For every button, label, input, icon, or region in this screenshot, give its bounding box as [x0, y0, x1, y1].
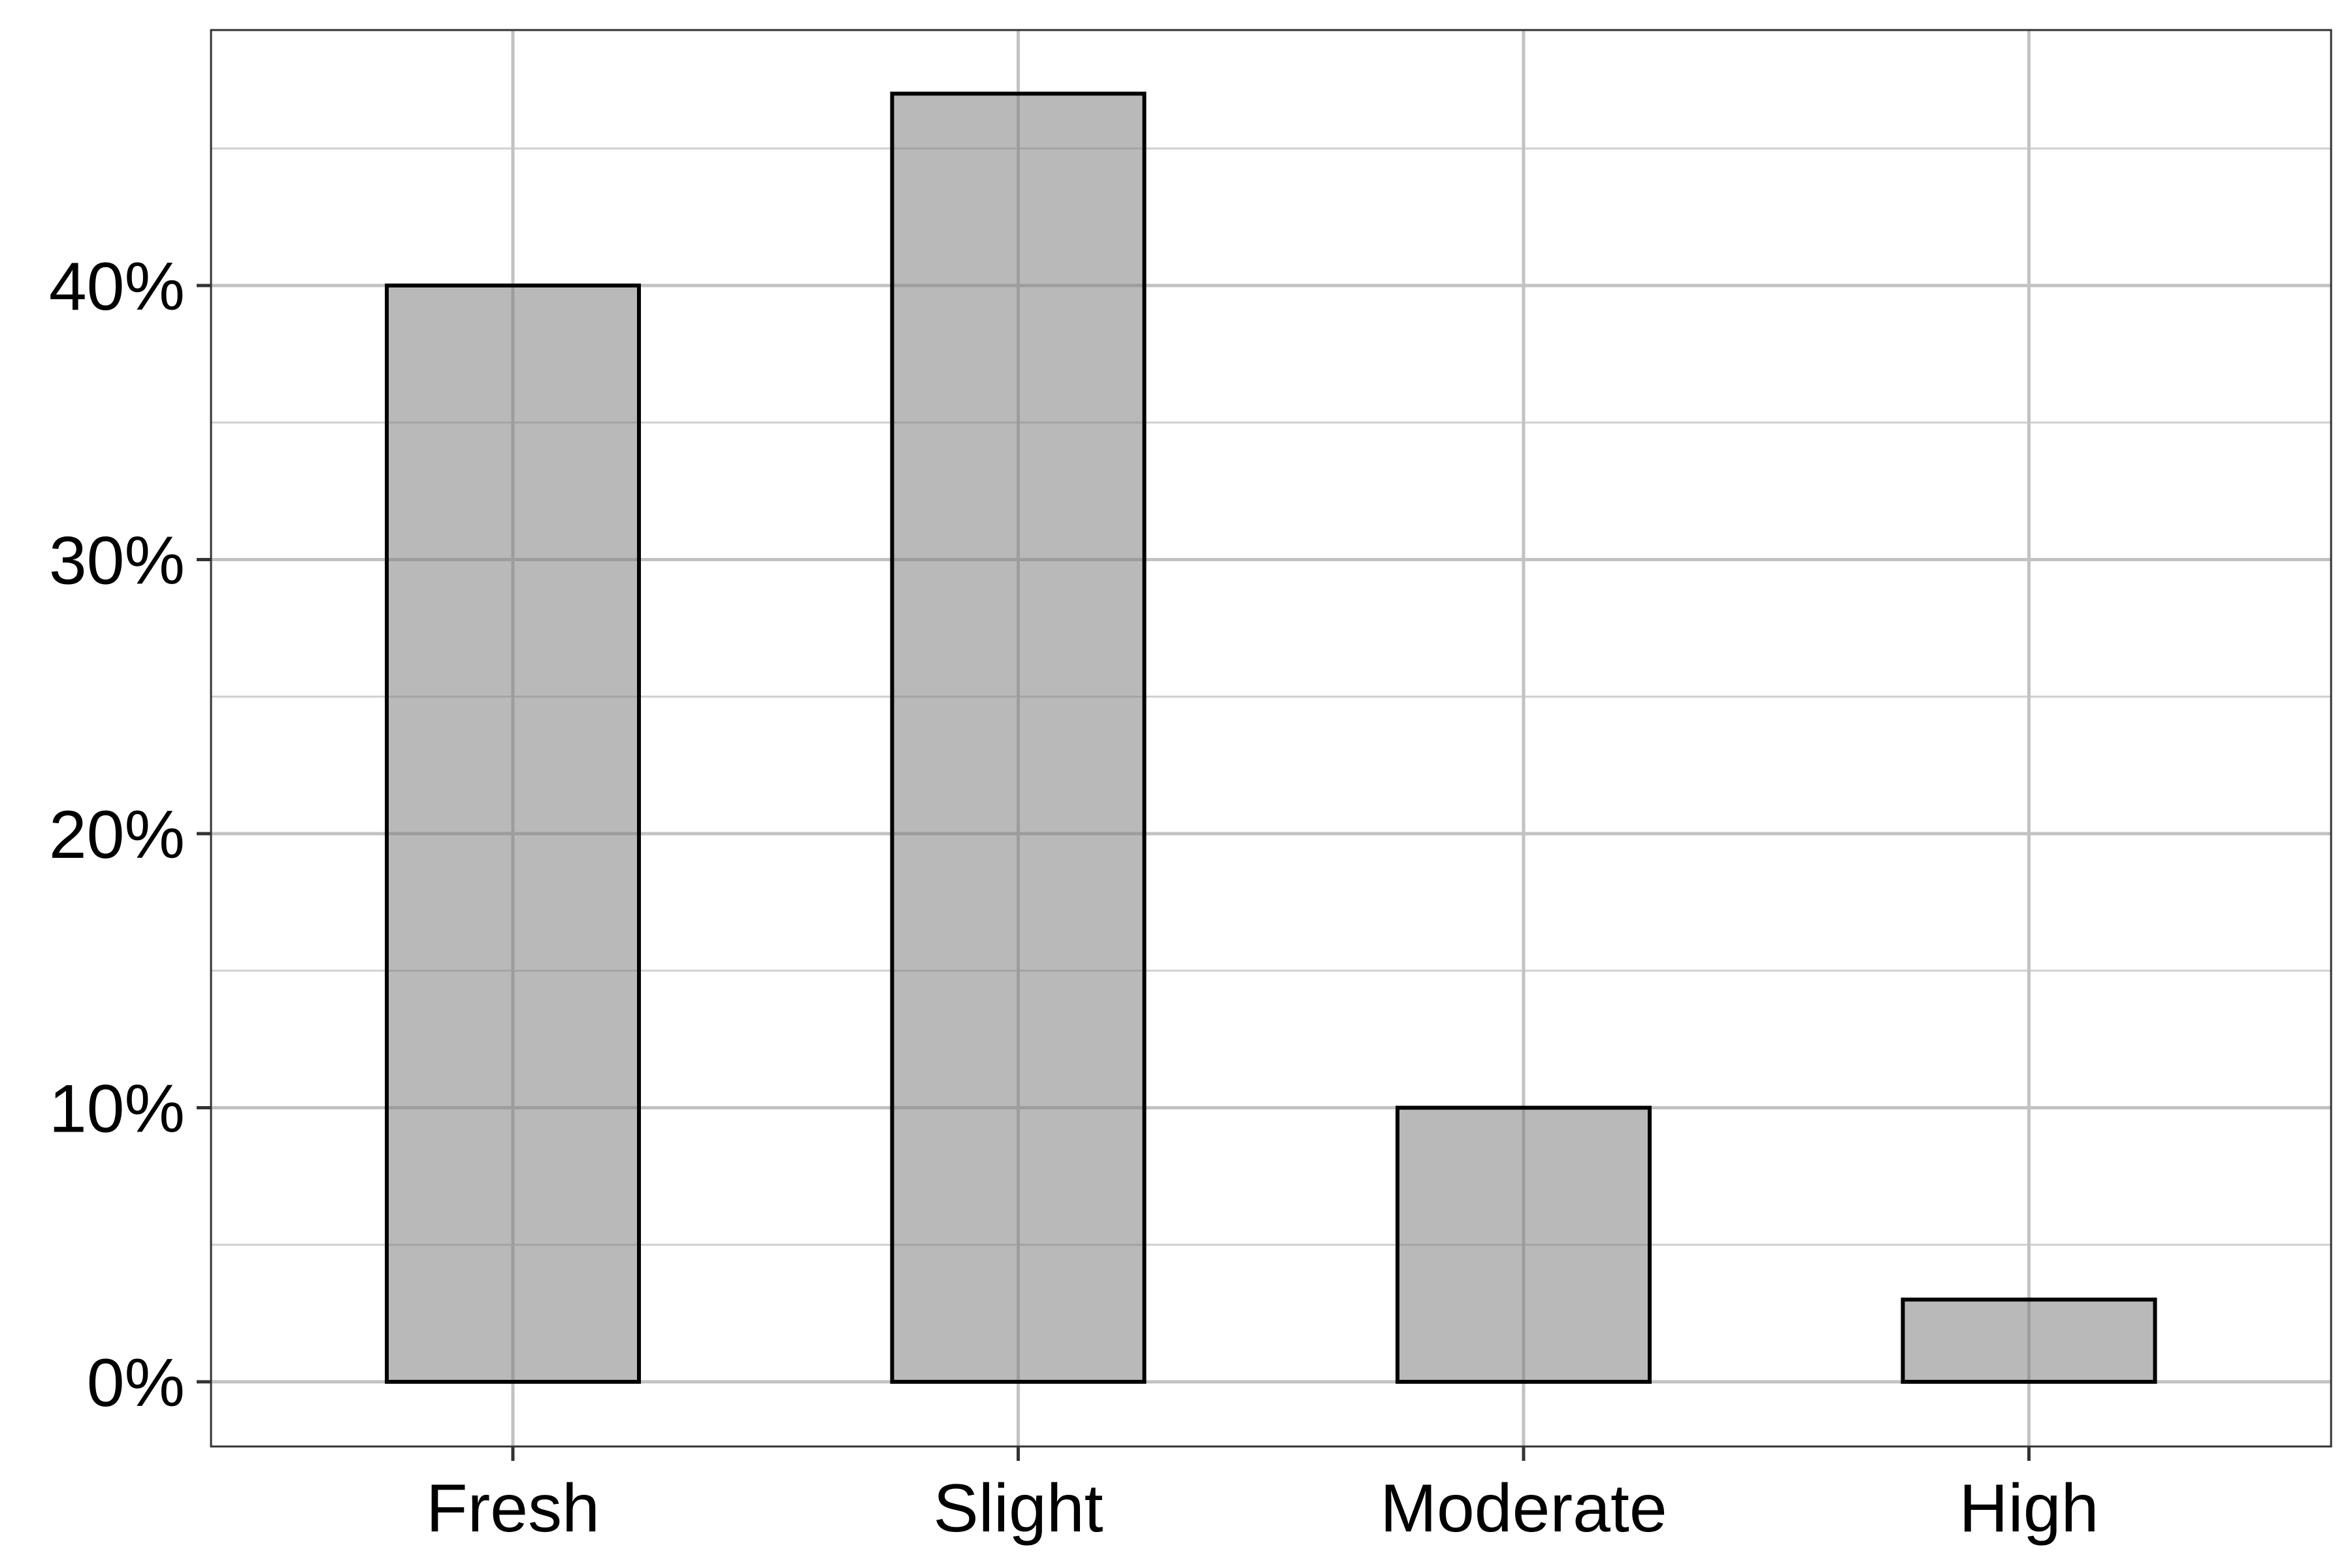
x-tick-label: High	[1959, 1471, 2099, 1546]
bar-high	[1901, 1298, 2157, 1384]
y-tick-label: 30%	[49, 523, 185, 599]
y-tick-label: 20%	[49, 797, 185, 873]
y-tick-label: 40%	[49, 249, 185, 325]
y-axis: 0% 10% 20% 30% 40%	[49, 249, 211, 1421]
bar-slight	[890, 91, 1147, 1384]
bar-fresh	[385, 284, 641, 1384]
y-tick-label: 10%	[49, 1071, 185, 1147]
bars	[385, 91, 2157, 1384]
x-axis: Fresh Slight Moderate High	[426, 1446, 2099, 1546]
y-tick-label: 0%	[87, 1345, 185, 1421]
x-tick-label: Slight	[933, 1471, 1103, 1546]
x-tick-label: Fresh	[426, 1471, 600, 1546]
x-tick-label: Moderate	[1380, 1471, 1667, 1546]
bar-moderate	[1396, 1105, 1652, 1384]
plot-panel-border	[210, 29, 2332, 1448]
